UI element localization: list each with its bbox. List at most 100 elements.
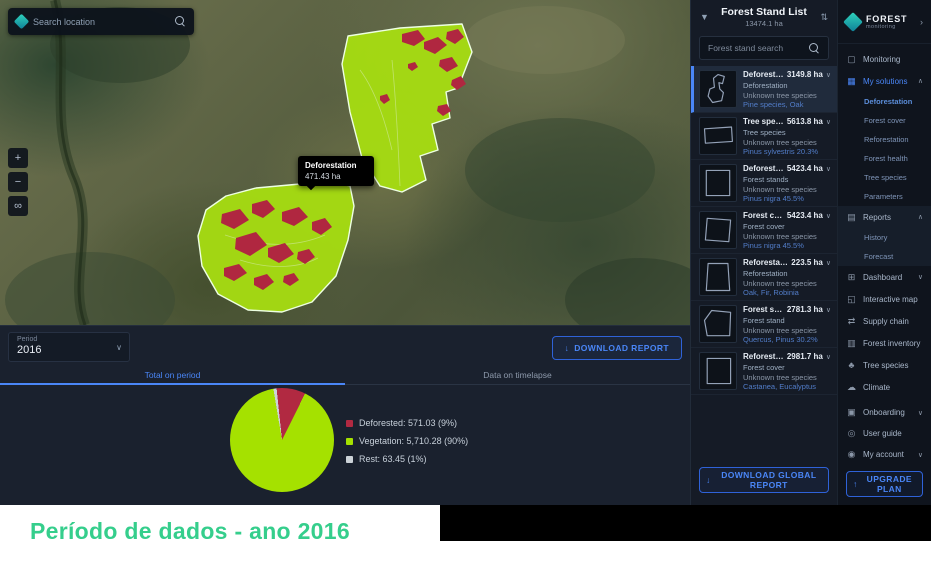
- pie-legend: Deforested: 571.03 (9%) Vegetation: 5,71…: [346, 418, 468, 464]
- brand-logo-icon: [843, 11, 863, 32]
- search-icon[interactable]: [175, 16, 186, 27]
- chevron-down-icon[interactable]: ∨: [825, 259, 831, 267]
- chevron-down-icon: ∨: [116, 343, 122, 352]
- zoom-in-button[interactable]: +: [8, 148, 28, 168]
- legend-label: Rest: 63.45 (1%): [359, 454, 427, 464]
- nav-item-interactive-map[interactable]: ◱ Interactive map: [838, 288, 931, 310]
- stand-area: 2981.7 ha: [786, 352, 823, 361]
- chevron-down-icon[interactable]: ∨: [825, 306, 831, 314]
- caption-text: Período de dados - ano 2016: [30, 518, 350, 544]
- tab-total-on-period[interactable]: Total on period: [0, 366, 345, 385]
- app-window: Search location + − ∞ Deforestation 471.…: [0, 0, 931, 505]
- download-report-label: DOWNLOAD REPORT: [574, 343, 669, 353]
- stand-type: Reforestation: [743, 269, 788, 278]
- stand-type: Deforestation: [743, 81, 788, 90]
- stand-list-item[interactable]: Deforestation s... 3149.8 ha ∨ Deforesta…: [691, 66, 837, 113]
- nav-item-label: My solutions: [863, 76, 908, 86]
- nav-item-supply-chain[interactable]: ⇄ Supply chain: [838, 310, 931, 332]
- chevron-right-icon[interactable]: ›: [920, 16, 923, 27]
- chevron-down-icon[interactable]: ∨: [825, 353, 831, 361]
- sort-icon[interactable]: ⇅: [820, 11, 828, 22]
- nav-item-parameters[interactable]: Parameters: [838, 187, 931, 206]
- stand-search-input[interactable]: Forest stand search: [708, 43, 784, 53]
- upgrade-plan-label: UPGRADE PLAN: [866, 474, 912, 494]
- nav-item-history[interactable]: History: [838, 228, 931, 247]
- nav-item-forest-inventory[interactable]: ▥ Forest inventory: [838, 332, 931, 354]
- stand-list-item[interactable]: Forest stand... 2781.3 ha ∨ Forest stand…: [691, 301, 837, 348]
- stand-area: 5613.8 ha: [786, 117, 823, 126]
- nav-item-label: Parameters: [864, 192, 903, 201]
- zoom-out-button[interactable]: −: [8, 172, 28, 192]
- download-report-button[interactable]: ↓ DOWNLOAD REPORT: [551, 336, 682, 360]
- nav-item-forecast[interactable]: Forecast: [838, 247, 931, 266]
- nav-item-onboarding[interactable]: ▣ Onboarding ∨: [838, 402, 931, 423]
- nav-item-label: Tree species: [863, 360, 909, 370]
- nav-item-tree-species[interactable]: Tree species: [838, 168, 931, 187]
- folder-icon: ▤: [847, 211, 856, 222]
- nav-item-user-guide[interactable]: ◎ User guide: [838, 423, 931, 444]
- period-select[interactable]: Period 2016 ∨: [8, 332, 130, 362]
- nav-footer: ▣ Onboarding ∨ ◎ User guide ◉ My account …: [838, 402, 931, 497]
- nav-item-reforestation[interactable]: Reforestation: [838, 130, 931, 149]
- nav-item-forest-health[interactable]: Forest health: [838, 149, 931, 168]
- nav-item-label: Deforestation: [864, 97, 913, 106]
- chevron-icon: ∨: [917, 451, 923, 459]
- tooltip-title: Deforestation: [305, 161, 357, 170]
- map-tooltip: Deforestation 471.43 ha: [298, 156, 374, 186]
- upgrade-plan-button[interactable]: ↑ UPGRADE PLAN: [846, 471, 923, 497]
- stand-thumbnail: [699, 70, 737, 108]
- location-search-input[interactable]: Search location: [33, 16, 96, 27]
- chevron-down-icon[interactable]: ∨: [825, 118, 831, 126]
- stand-species: Unknown tree species: [743, 184, 817, 194]
- nav-item-reports[interactable]: ▤ Reports ∧: [838, 206, 931, 228]
- map-controls: + − ∞: [8, 148, 28, 216]
- legend-row: Vegetation: 5,710.28 (90%): [346, 436, 468, 446]
- nav-item-my-account[interactable]: ◉ My account ∨: [838, 444, 931, 465]
- inventory-icon: ▥: [847, 337, 856, 348]
- download-icon: ↓: [706, 475, 711, 485]
- stand-area: 2781.3 ha: [786, 305, 823, 314]
- stand-area: 5423.4 ha: [786, 164, 823, 173]
- monitor-icon: ▢: [847, 53, 856, 64]
- stand-thumbnail: [699, 117, 737, 155]
- period-value: 2016: [17, 344, 42, 356]
- nav-item-deforestation[interactable]: Deforestation: [838, 92, 931, 111]
- download-global-report-button[interactable]: ↓ DOWNLOAD GLOBAL REPORT: [699, 467, 829, 493]
- chevron-down-icon[interactable]: ∨: [825, 71, 831, 79]
- share-link-button[interactable]: ∞: [8, 196, 28, 216]
- legend-swatch: [346, 455, 353, 463]
- stand-search[interactable]: Forest stand search: [699, 36, 829, 60]
- stand-list-item[interactable]: Reforestation... 223.5 ha ∨ Reforestatio…: [691, 254, 837, 301]
- nav-item-label: Reports: [863, 212, 892, 222]
- stand-species: Unknown tree species: [743, 278, 817, 288]
- nav-item-forest-cover[interactable]: Forest cover: [838, 111, 931, 130]
- map-canvas[interactable]: Search location + − ∞ Deforestation 471.…: [0, 0, 690, 325]
- chevron-down-icon[interactable]: ∨: [825, 212, 831, 220]
- stand-list-item[interactable]: Tree species ... 5613.8 ha ∨ Tree specie…: [691, 113, 837, 160]
- legend-swatch: [346, 437, 353, 445]
- stand-list-item[interactable]: Reforestation... 2981.7 ha ∨ Forest cove…: [691, 348, 837, 395]
- nav-brand-row[interactable]: FOREST monitoring ›: [838, 0, 931, 44]
- grid-icon: ▦: [847, 75, 856, 86]
- stand-name: Deforestation s...: [743, 70, 784, 79]
- pie-chart: [230, 388, 334, 492]
- statistics-panel: Period 2016 ∨ ↓ DOWNLOAD REPORT Total on…: [0, 325, 690, 505]
- nav-item-tree-species[interactable]: ♣ Tree species: [838, 354, 931, 376]
- nav-item-dashboard[interactable]: ⊞ Dashboard ∨: [838, 266, 931, 288]
- stand-type: Forest cover: [743, 363, 785, 372]
- nav-item-climate[interactable]: ☁ Climate: [838, 376, 931, 398]
- filter-icon[interactable]: ▼: [700, 12, 709, 22]
- map-overlay: [5, 0, 690, 325]
- nav-item-my-solutions[interactable]: ▦ My solutions ∧: [838, 70, 931, 92]
- nav-item-label: Onboarding: [863, 408, 905, 417]
- stand-list-item[interactable]: Forest cover ... 5423.4 ha ∨ Forest cove…: [691, 207, 837, 254]
- location-search[interactable]: Search location: [8, 8, 194, 35]
- dashboard-icon: ⊞: [847, 271, 856, 282]
- chevron-down-icon[interactable]: ∨: [825, 165, 831, 173]
- nav-item-monitoring[interactable]: ▢ Monitoring: [838, 48, 931, 70]
- help-icon: ◎: [847, 428, 856, 438]
- brand-logo-icon: [13, 13, 30, 30]
- tab-data-timelapse[interactable]: Data on timelapse: [483, 370, 552, 380]
- stand-list-item[interactable]: Deforestation... 5423.4 ha ∨ Forest stan…: [691, 160, 837, 207]
- search-icon[interactable]: [809, 42, 820, 54]
